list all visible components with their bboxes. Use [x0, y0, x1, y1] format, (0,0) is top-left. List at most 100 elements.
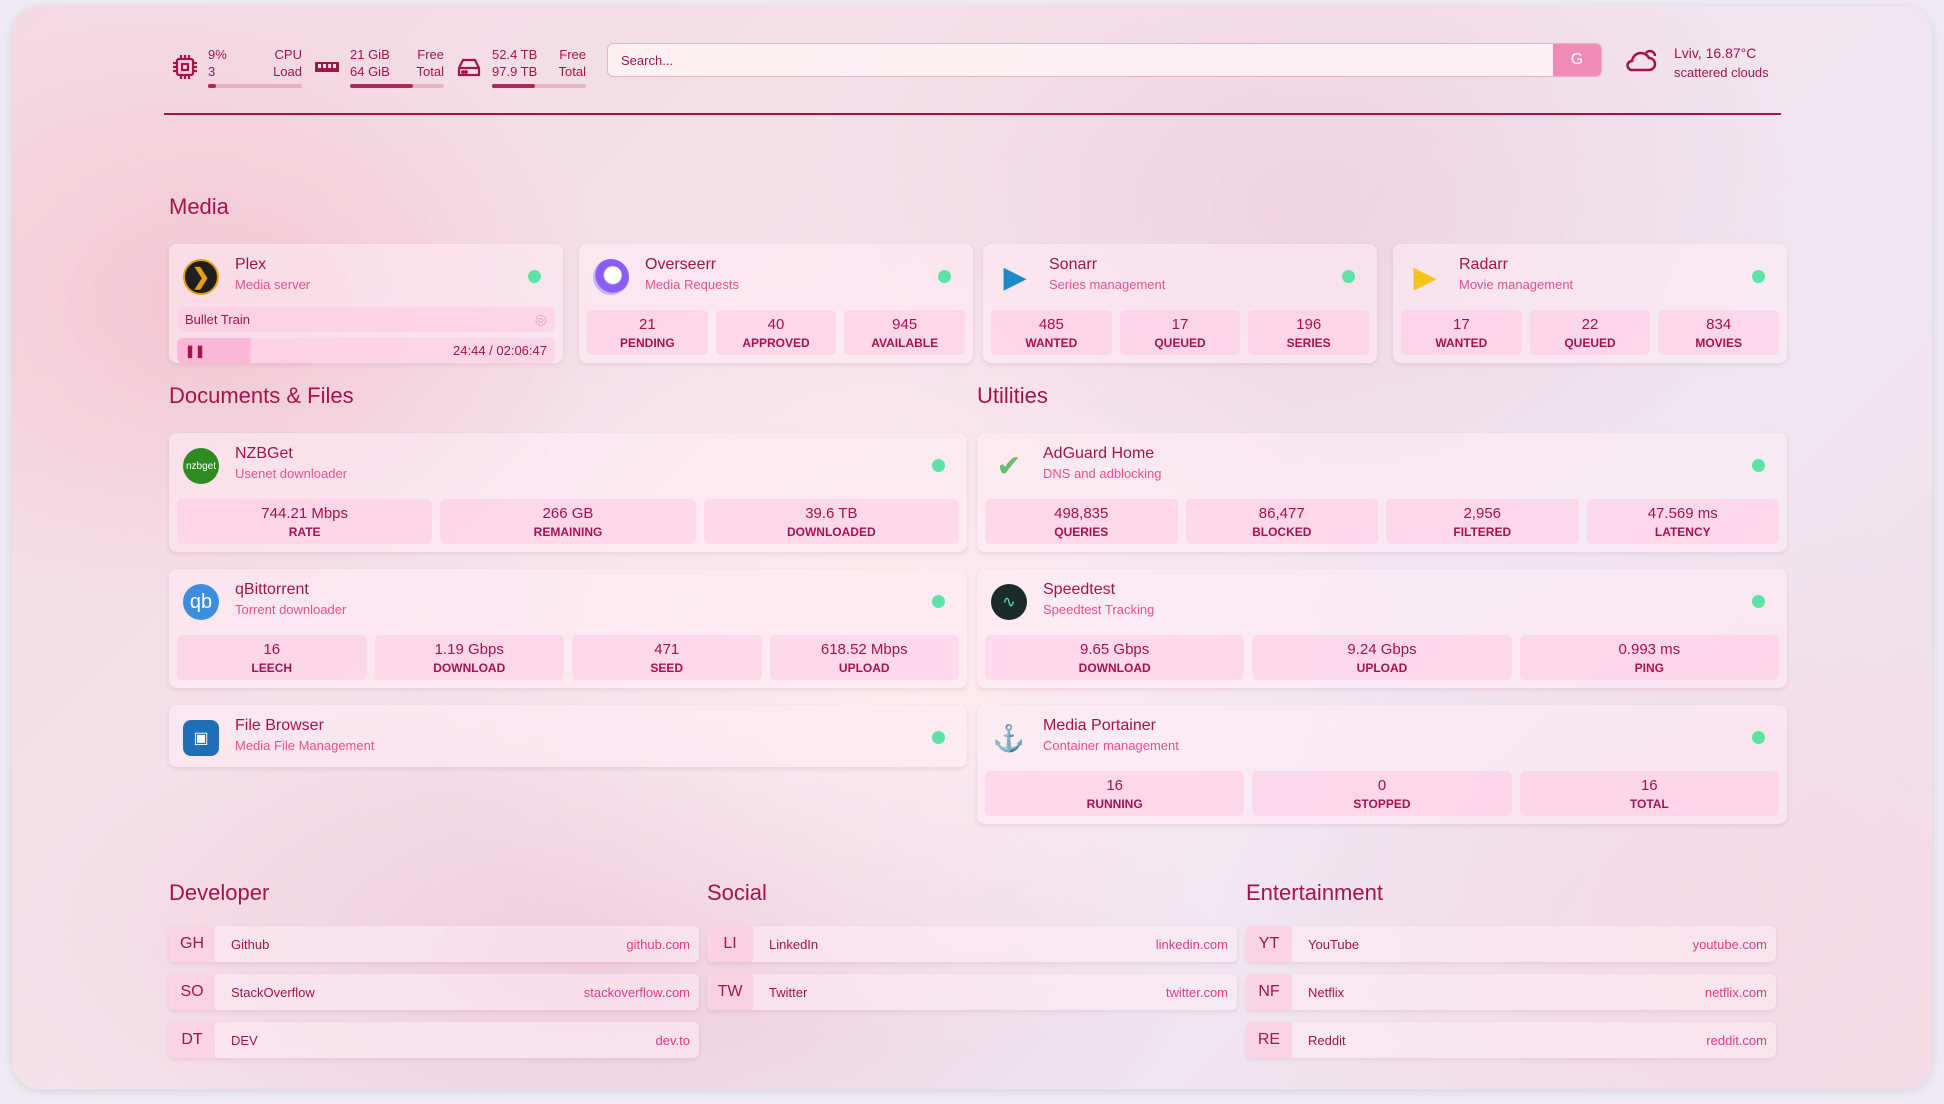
stat-label: TOTAL	[1629, 797, 1669, 811]
bookmark-github[interactable]: GH Github github.com	[169, 926, 699, 962]
resource-widget-0: 9% CPU 3 Load	[172, 46, 302, 88]
service-header: ❯ Plex Media server	[177, 254, 555, 306]
service-name[interactable]: qBittorrent	[235, 581, 309, 598]
service-card-speedtest[interactable]: ∿ Speedtest Speedtest Tracking 9.65 Gbps DOW…	[977, 569, 1787, 688]
resource-row: 21 GiB Free	[350, 46, 444, 63]
stat-label: WANTED	[1025, 336, 1078, 350]
stat-label: MOVIES	[1695, 336, 1743, 350]
bookmark-abbr: DT	[169, 1022, 215, 1058]
stat-label: RUNNING	[1086, 797, 1143, 811]
bookmark-twitter[interactable]: TW Twitter twitter.com	[707, 974, 1237, 1010]
stat-label: SERIES	[1286, 336, 1331, 350]
stat-value: 39.6 TB	[805, 505, 858, 522]
stat-label: FILTERED	[1453, 525, 1512, 539]
service-header: ⚓ Media Portainer Container management	[985, 715, 1779, 767]
bookmark-group-2: YT YouTube youtube.com NF Netflix netflix.com…	[1246, 926, 1776, 1070]
service-description: Movie management	[1459, 277, 1574, 292]
bookmark-name: StackOverflow	[231, 984, 315, 1000]
resource-usage-bar	[350, 84, 444, 88]
stat-value: 40	[767, 316, 785, 333]
filebrowser-icon: ▣	[183, 720, 219, 756]
service-card-sonarr[interactable]: ▶ Sonarr Series management 485 WANTED 17 QUEUE…	[983, 244, 1377, 363]
status-indicator	[1752, 731, 1765, 744]
bookmark-abbr: RE	[1246, 1022, 1292, 1058]
service-card-radarr[interactable]: ▶ Radarr Movie management 17 WANTED 22 QUEUED 8…	[1393, 244, 1787, 363]
stat-value: 196	[1296, 316, 1322, 333]
bookmark-url: twitter.com	[1165, 984, 1228, 1000]
service-card-nzbget[interactable]: nzbget NZBGet Usenet downloader 744.21 Mbps…	[169, 433, 967, 552]
service-name[interactable]: Overseerr	[645, 256, 717, 273]
pause-button[interactable]: ❚❚	[185, 343, 206, 358]
service-header: ▣ File Browser Media File Management	[177, 715, 959, 767]
search-input[interactable]	[608, 44, 1553, 76]
status-indicator	[1342, 270, 1355, 283]
bookmark-dev[interactable]: DT DEV dev.to	[169, 1022, 699, 1058]
portainer-icon: ⚓	[992, 722, 1026, 753]
service-card-plex[interactable]: ❯ Plex Media server Bullet Train ◎ ❚❚ 24:44 / …	[169, 244, 563, 363]
service-name[interactable]: NZBGet	[235, 445, 293, 462]
stat-label: SEED	[650, 661, 684, 675]
bookmark-reddit[interactable]: RE Reddit reddit.com	[1246, 1022, 1776, 1058]
resource-label: Free	[417, 47, 444, 62]
section-title-media: Media	[169, 194, 229, 219]
stat-block: 196 SERIES	[1248, 310, 1370, 355]
service-header: nzbget NZBGet Usenet downloader	[177, 443, 959, 495]
service-card-qbittorrent[interactable]: qb qBittorrent Torrent downloader 16 LEECH 1.…	[169, 569, 967, 688]
service-text: AdGuard Home DNS and adblocking	[1043, 443, 1162, 481]
bookmark-netflix[interactable]: NF Netflix netflix.com	[1246, 974, 1776, 1010]
service-card-media-portainer[interactable]: ⚓ Media Portainer Container management 16 RU…	[977, 705, 1787, 824]
status-indicator	[932, 459, 945, 472]
stat-label: DOWNLOAD	[433, 661, 506, 675]
stat-block: 0 STOPPED	[1252, 771, 1512, 816]
service-card-adguard-home[interactable]: ✔ AdGuard Home DNS and adblocking 498,835 QU…	[977, 433, 1787, 552]
service-name[interactable]: AdGuard Home	[1043, 445, 1155, 462]
service-description: DNS and adblocking	[1043, 466, 1162, 481]
stat-label: QUEUED	[1564, 336, 1616, 350]
bookmark-name: Twitter	[769, 984, 808, 1000]
stat-value: 0.993 ms	[1618, 641, 1681, 658]
stat-block: 16 TOTAL	[1519, 771, 1779, 816]
service-name[interactable]: Sonarr	[1049, 256, 1098, 273]
stat-label: DOWNLOADED	[786, 525, 876, 539]
bookmark-group-1: LI LinkedIn linkedin.com TW Twitter twitter.c…	[707, 926, 1237, 1022]
service-name[interactable]: Speedtest	[1043, 581, 1116, 598]
resource-row: 97.9 TB Total	[492, 63, 586, 80]
stat-label: PENDING	[619, 336, 675, 350]
resource-value: 52.4 TB	[492, 47, 538, 62]
search-engine-button[interactable]: G	[1553, 44, 1601, 76]
stat-block: 86,477 BLOCKED	[1185, 499, 1378, 544]
stat-label: RATE	[288, 525, 321, 539]
stat-block: 618.52 Mbps UPLOAD	[769, 635, 959, 680]
weather-widget[interactable]: Lviv, 16.87°C scattered clouds	[1624, 44, 1769, 82]
resource-row: 52.4 TB Free	[492, 46, 586, 63]
device-icon: ◎	[534, 311, 547, 327]
service-name[interactable]: File Browser	[235, 717, 324, 734]
service-name[interactable]: Radarr	[1459, 256, 1508, 273]
stat-value: 471	[654, 641, 680, 658]
section-title-utilities: Utilities	[977, 383, 1048, 408]
bookmark-stackoverflow[interactable]: SO StackOverflow stackoverflow.com	[169, 974, 699, 1010]
stat-value: 498,835	[1054, 505, 1109, 522]
service-card-overseerr[interactable]: Overseerr Media Requests 21 PENDING 40 APPROV…	[579, 244, 973, 363]
stat-label: QUERIES	[1054, 525, 1109, 539]
stat-block: 16 LEECH	[177, 635, 367, 680]
service-name[interactable]: Media Portainer	[1043, 717, 1156, 734]
bookmark-linkedin[interactable]: LI LinkedIn linkedin.com	[707, 926, 1237, 962]
stat-value: 47.569 ms	[1647, 505, 1718, 522]
speedtest-icon: ∿	[991, 584, 1027, 620]
stat-block: 485 WANTED	[991, 310, 1112, 355]
bookmark-abbr: GH	[169, 926, 215, 962]
service-text: Radarr Movie management	[1459, 254, 1573, 292]
resource-label: Total	[416, 64, 444, 79]
stat-value: 744.21 Mbps	[261, 505, 349, 522]
bookmark-youtube[interactable]: YT YouTube youtube.com	[1246, 926, 1776, 962]
service-name[interactable]: Plex	[235, 256, 267, 273]
status-indicator	[528, 270, 541, 283]
service-header: qb qBittorrent Torrent downloader	[177, 579, 959, 631]
now-playing-progress: ❚❚ 24:44 / 02:06:47	[177, 338, 555, 363]
status-indicator	[938, 270, 951, 283]
service-card-file-browser[interactable]: ▣ File Browser Media File Management	[169, 705, 967, 767]
resource-widget-1: 21 GiB Free 64 GiB Total	[314, 46, 444, 88]
section-title-developer: Developer	[169, 880, 270, 905]
service-description: Usenet downloader	[235, 466, 348, 481]
